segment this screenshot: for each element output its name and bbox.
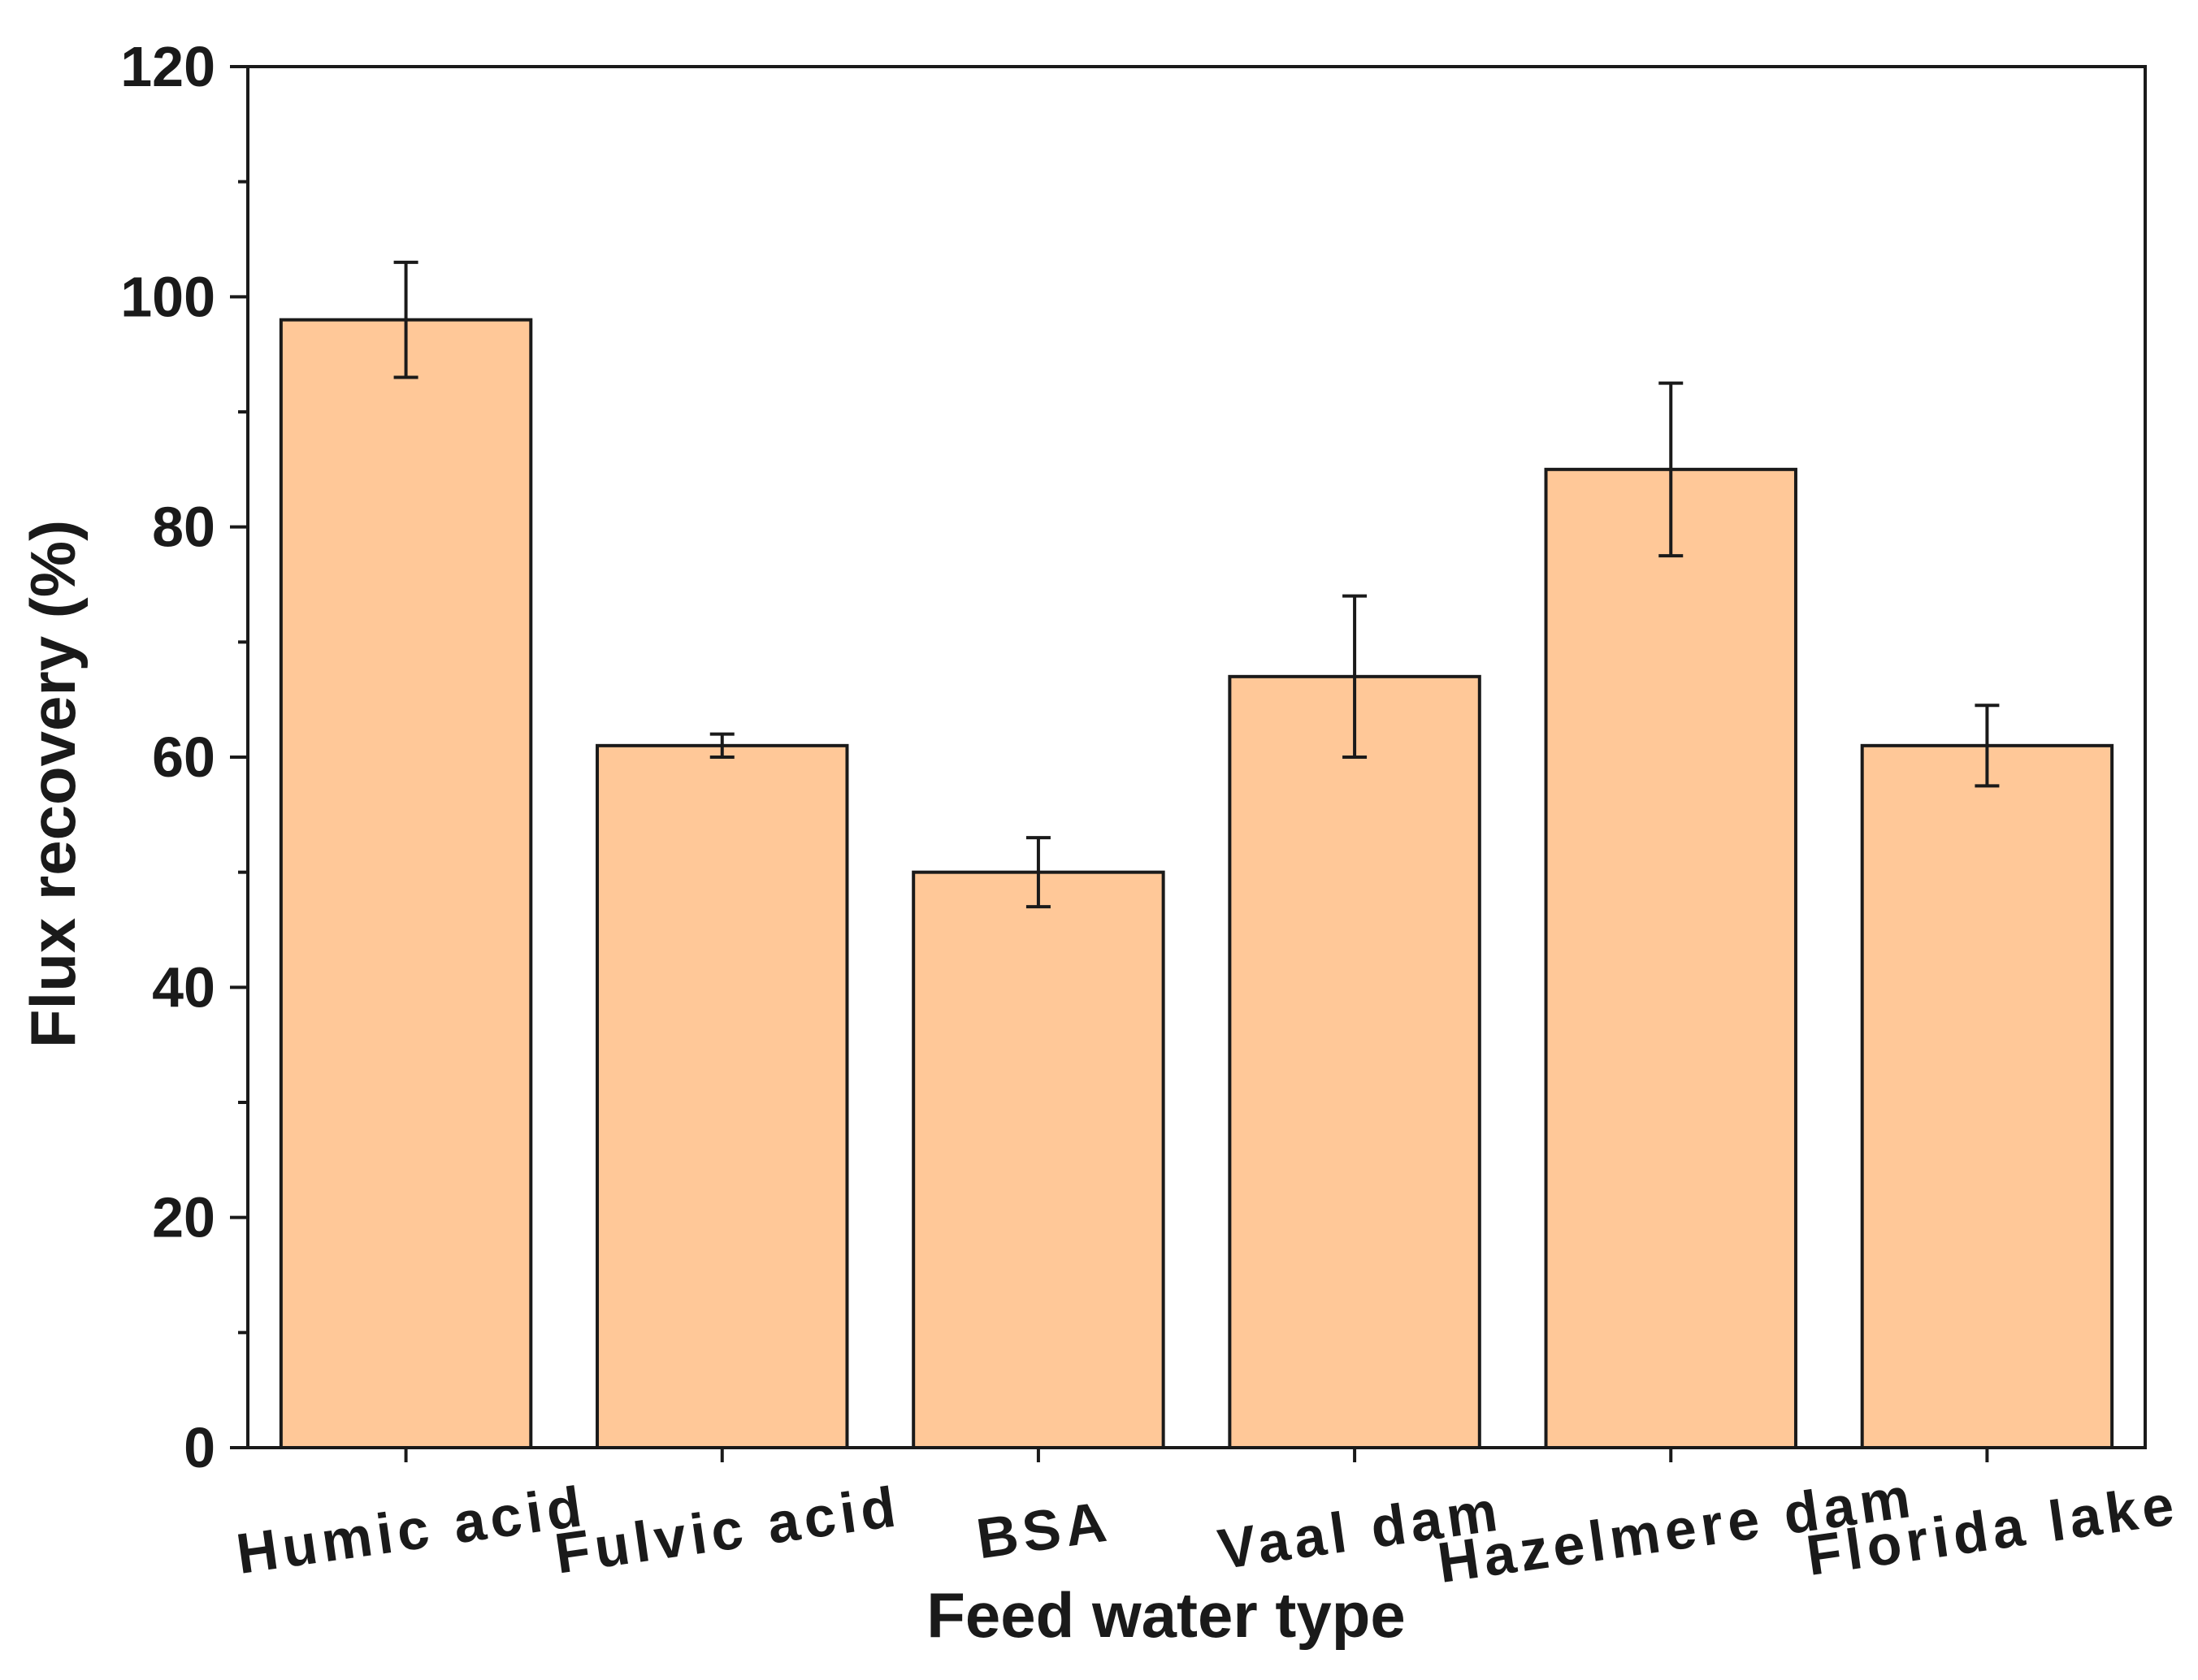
y-tick-label-120: 120 [120,35,215,98]
error-bars-layer [393,260,2000,909]
bar-5 [1544,467,1797,1449]
y-tick-label-0: 0 [184,1416,215,1479]
x-axis-title: Feed water type [926,1579,1406,1651]
y-tick-label-20: 20 [152,1186,215,1249]
y-tick-label-100: 100 [120,265,215,328]
y-axis-title: Flux recovery (%) [17,520,89,1048]
bar-1 [279,318,533,1450]
y-tick-label-40: 40 [152,955,215,1019]
y-axis: 0 20 40 60 80 100 120 [120,35,248,1479]
y-tick-label-60: 60 [152,725,215,789]
bar-6 [1860,743,2114,1449]
x-tick-label-3: BSA [973,1489,1115,1570]
x-tick-label-2: Fulvic acid [551,1474,904,1586]
bars-layer [279,318,2114,1450]
bar-4 [1228,674,1481,1449]
bar-2 [596,743,849,1449]
x-tick-label-1: Humic acid [232,1474,590,1586]
y-tick-label-80: 80 [152,496,215,559]
bar-3 [912,870,1165,1449]
